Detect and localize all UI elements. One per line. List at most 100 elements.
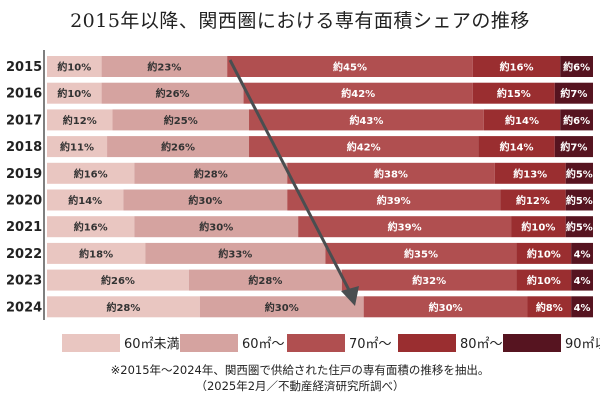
data-label: 約43% xyxy=(349,114,383,127)
data-label: 約12% xyxy=(516,194,550,207)
bar-segment xyxy=(571,269,593,291)
bar-segment xyxy=(516,269,572,291)
data-label: 約16% xyxy=(500,61,534,74)
legend-swatch xyxy=(503,334,561,352)
data-label: 約15% xyxy=(497,87,531,100)
bar-segment xyxy=(47,56,102,77)
legend-label: 90㎡以上 xyxy=(565,337,600,352)
year-label: 2015 xyxy=(6,60,42,75)
data-label: 約39% xyxy=(388,221,422,234)
data-label: 約18% xyxy=(79,247,113,260)
legend-swatch xyxy=(62,334,120,352)
data-label: 約30% xyxy=(265,301,299,314)
legend-swatch xyxy=(180,334,238,352)
bar-segment xyxy=(227,56,473,77)
bar-segment xyxy=(341,269,517,291)
year-label: 2024 xyxy=(6,300,42,315)
year-label: 2023 xyxy=(6,274,42,289)
data-label: 約28% xyxy=(248,274,282,287)
data-label: 約33% xyxy=(218,247,252,260)
bar-segment xyxy=(101,56,228,77)
data-label: 約30% xyxy=(199,221,233,234)
bar-segment xyxy=(134,162,288,184)
bar-segment xyxy=(571,296,593,318)
year-label: 2018 xyxy=(6,140,42,155)
bar-segment xyxy=(47,109,113,131)
bar-segment xyxy=(47,242,146,264)
data-label: 約42% xyxy=(341,87,375,100)
data-label: 4% xyxy=(574,276,591,287)
bar-segment xyxy=(47,216,135,238)
data-label: 約8% xyxy=(536,301,563,314)
bar-segment xyxy=(565,189,593,211)
bar-segment xyxy=(554,136,593,158)
data-label: 約10% xyxy=(527,274,561,287)
year-label: 2020 xyxy=(6,194,42,209)
bar-segment xyxy=(527,296,572,318)
bar-segment xyxy=(101,82,244,104)
bar-segment xyxy=(472,56,561,77)
data-label: 4% xyxy=(574,303,591,314)
bar-segment xyxy=(47,82,102,104)
year-label: 2022 xyxy=(6,247,42,262)
data-label: 約42% xyxy=(347,141,381,154)
data-label: 約45% xyxy=(333,61,367,74)
bar-segment xyxy=(554,82,593,104)
bar-segment xyxy=(249,109,484,131)
bar-segment xyxy=(516,242,572,264)
data-label: 約5% xyxy=(566,221,593,234)
data-label: 約26% xyxy=(101,274,135,287)
year-label: 2017 xyxy=(6,113,42,128)
footnote-line-2: （2025年2月／不動産経済研究所調べ） xyxy=(195,379,405,393)
bar-segment xyxy=(107,136,250,158)
bar-segment xyxy=(287,162,495,184)
data-label: 約25% xyxy=(164,114,198,127)
data-label: 約14% xyxy=(500,141,534,154)
data-label: 約14% xyxy=(505,114,539,127)
data-label: 約39% xyxy=(377,194,411,207)
bar-segment xyxy=(188,269,342,291)
bar-segment xyxy=(472,82,555,104)
bar-segment xyxy=(483,109,561,131)
data-label: 約7% xyxy=(560,141,587,154)
data-label: 約5% xyxy=(566,194,593,207)
data-label: 約10% xyxy=(521,221,555,234)
data-label: 約16% xyxy=(74,221,108,234)
data-label: 約16% xyxy=(74,167,108,180)
bar-segment xyxy=(478,136,555,158)
legend-swatch xyxy=(287,334,345,352)
bar-segment xyxy=(565,216,593,238)
data-label: 約38% xyxy=(374,167,408,180)
trend-arrow-head xyxy=(341,286,359,306)
data-label: 約23% xyxy=(147,61,181,74)
data-label: 約32% xyxy=(412,274,446,287)
bar-segment xyxy=(199,296,364,318)
data-label: 約10% xyxy=(57,87,91,100)
data-label: 約14% xyxy=(68,194,102,207)
bar-segment xyxy=(123,189,288,211)
year-label: 2016 xyxy=(6,87,42,102)
bar-segment xyxy=(298,216,512,238)
bar-segment xyxy=(287,189,501,211)
data-label: 4% xyxy=(574,249,591,260)
data-label: 約26% xyxy=(161,141,195,154)
bar-segment xyxy=(325,242,517,264)
bar-segment xyxy=(571,242,593,264)
legend-swatch xyxy=(398,334,456,352)
year-label: 2021 xyxy=(6,220,42,235)
data-label: 約6% xyxy=(563,61,590,74)
legend-label: 70㎡〜 xyxy=(349,337,392,352)
bar-segment xyxy=(47,269,189,291)
data-label: 約11% xyxy=(60,141,94,154)
bar-segment xyxy=(494,162,566,184)
data-label: 約26% xyxy=(156,87,190,100)
bar-segment xyxy=(47,136,108,158)
data-label: 約28% xyxy=(194,167,228,180)
bar-segment xyxy=(47,162,135,184)
data-label: 約12% xyxy=(63,114,97,127)
trend-arrow-line xyxy=(228,59,352,293)
data-label: 約5% xyxy=(566,167,593,180)
legend-label: 60㎡〜 xyxy=(242,337,285,352)
footnote-line-1: ※2015年〜2024年、関西圏で供給された住戸の専有面積の推移を抽出。 xyxy=(110,363,490,377)
